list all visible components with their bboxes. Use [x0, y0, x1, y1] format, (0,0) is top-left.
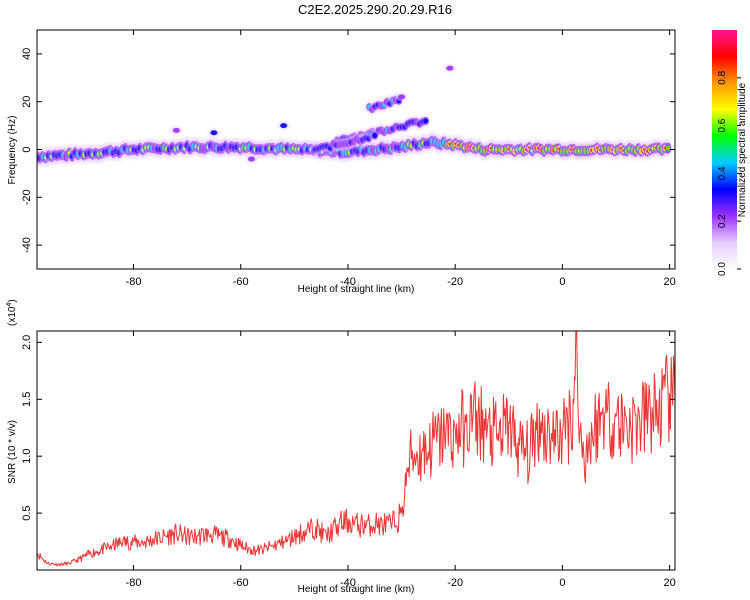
- spectrogram-ytick-label: 40: [21, 48, 33, 60]
- colorbar-strip: [712, 30, 737, 269]
- spectrogram-heatmap: [37, 64, 673, 167]
- colorbar-label: Normalized spectral amplitude: [737, 82, 748, 217]
- snr-xlabel: Height of straight line (km): [298, 584, 415, 595]
- colorbar-ticks: 0.0 0.2 0.4 0.6 0.8: [717, 70, 741, 276]
- spectrogram-xtick-label: -40: [340, 276, 356, 288]
- colorbar-tick-label: 0.6: [717, 118, 728, 132]
- spectrogram-ytick-label: 20: [21, 96, 33, 108]
- snr-xtick-label: -20: [447, 577, 463, 589]
- spectrogram-blob: [172, 127, 180, 133]
- snr-ytick-label: 2.0: [21, 335, 33, 350]
- spectrogram-xtick-label: 0: [559, 276, 565, 288]
- spectrogram-xtick-label: 20: [664, 276, 676, 288]
- colorbar-tick-label: 0.0: [717, 262, 728, 276]
- snr-plot-area: [37, 331, 675, 570]
- spectrogram-xtick-label: -60: [233, 276, 249, 288]
- spectrogram-ytick-label: 0: [21, 146, 33, 152]
- snr-ticks: -80 -60 -40 -20 0 20 0.5 1.0 1.5 2.0: [21, 331, 676, 589]
- spectrogram-ytick-label: -20: [21, 189, 33, 205]
- spectrogram-peak: [666, 146, 670, 150]
- snr-multiplier: (x104): [6, 299, 18, 326]
- spectrogram-blob: [247, 156, 255, 162]
- figure-title: C2E2.2025.290.20.29.R16: [298, 2, 452, 17]
- spectrogram-blob: [446, 65, 454, 71]
- spectrogram-blob: [398, 94, 406, 100]
- spectrogram-blob: [280, 123, 288, 129]
- spectrogram-core: [372, 133, 378, 138]
- snr-xtick-label: -80: [126, 577, 142, 589]
- spectrogram-ticks: -80 -60 -40 -20 0 20 -40 -20 0 20 40: [21, 30, 676, 288]
- spectrogram-xtick-label: -80: [126, 276, 142, 288]
- colorbar: 0.0 0.2 0.4 0.6 0.8 Normalized spectral ampl…: [712, 30, 748, 276]
- spectrogram-xtick-label: -20: [447, 276, 463, 288]
- snr-ytick-label: 1.5: [21, 392, 33, 407]
- snr-ytick-label: 0.5: [21, 505, 33, 520]
- colorbar-tick-label: 0.8: [717, 70, 728, 84]
- snr-xtick-label: 20: [664, 577, 676, 589]
- spectrogram-ytick-label: -40: [21, 237, 33, 253]
- snr-xtick-label: -40: [340, 577, 356, 589]
- spectrogram-panel: -80 -60 -40 -20 0 20 -40 -20 0 20 40 Height of str…: [7, 29, 676, 295]
- spectrogram-xlabel: Height of straight line (km): [298, 284, 415, 295]
- snr-panel: -80 -60 -40 -20 0 20 0.5 1.0 1.5 2.0 Height of st…: [6, 299, 676, 595]
- snr-ytick-label: 1.0: [21, 449, 33, 464]
- spectrogram-ylabel: Frequency (Hz): [7, 116, 18, 185]
- snr-series-line: [37, 331, 675, 567]
- snr-frame: [36, 330, 676, 571]
- spectrogram-core: [423, 118, 429, 124]
- snr-xtick-label: 0: [559, 577, 565, 589]
- snr-xtick-label: -60: [233, 577, 249, 589]
- colorbar-tick-label: 0.4: [717, 166, 728, 180]
- spectrogram-blob: [210, 130, 218, 136]
- colorbar-tick-label: 0.2: [717, 214, 728, 228]
- snr-ylabel: SNR (10 * v/v): [7, 420, 18, 484]
